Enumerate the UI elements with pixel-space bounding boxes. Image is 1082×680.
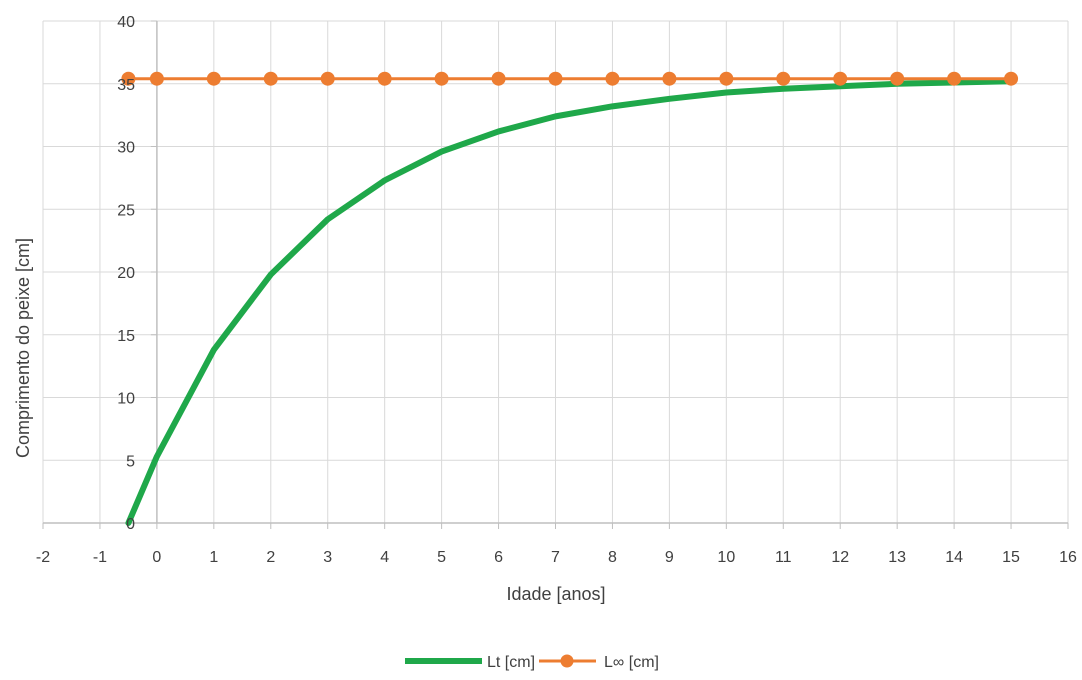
y-tick-label: 20 xyxy=(117,265,135,282)
y-tick-label: 15 xyxy=(117,328,135,345)
y-tick-label: 10 xyxy=(117,391,135,408)
y-tick-label: 25 xyxy=(117,202,135,219)
x-tick-label: 12 xyxy=(831,549,849,566)
y-tick-label: 40 xyxy=(117,14,135,31)
legend: Lt [cm] L∞ [cm] xyxy=(405,654,659,671)
x-tick-label: 10 xyxy=(717,549,735,566)
series-point xyxy=(719,71,734,86)
x-tick-label: 5 xyxy=(437,549,446,566)
series-point xyxy=(263,71,278,86)
series-point xyxy=(121,71,136,86)
x-tick-label: 4 xyxy=(380,549,389,566)
series-point xyxy=(776,71,791,86)
y-tick-label: 35 xyxy=(117,77,135,94)
series-point xyxy=(206,71,221,86)
x-tick-label: 7 xyxy=(551,549,560,566)
x-axis-title: Idade [anos] xyxy=(506,584,605,604)
series-point xyxy=(1004,71,1019,86)
x-tick-label: 13 xyxy=(888,549,906,566)
series-point xyxy=(947,71,962,86)
x-tick-label: 8 xyxy=(608,549,617,566)
x-tick-label: 2 xyxy=(266,549,275,566)
series-point xyxy=(377,71,392,86)
y-tick-label: 5 xyxy=(126,453,135,470)
series-point xyxy=(491,71,506,86)
series-point xyxy=(320,71,335,86)
legend-label: L∞ [cm] xyxy=(604,654,659,671)
series-line-0 xyxy=(125,78,1015,526)
y-tick-label: 30 xyxy=(117,140,135,157)
series-point xyxy=(662,71,677,86)
axes xyxy=(42,20,1069,529)
series-lines xyxy=(121,71,1019,526)
x-tick-label: 9 xyxy=(665,549,674,566)
x-tick-label: 15 xyxy=(1002,549,1020,566)
y-tick-label: 0 xyxy=(126,516,135,533)
y-axis-title: Comprimento do peixe [cm] xyxy=(13,238,33,458)
x-tick-label: 14 xyxy=(945,549,963,566)
series-point xyxy=(605,71,620,86)
series-point xyxy=(548,71,563,86)
x-tick-label: 11 xyxy=(775,549,792,566)
series-point xyxy=(434,71,449,86)
series-point xyxy=(833,71,848,86)
series-point xyxy=(149,71,164,86)
legend-label: Lt [cm] xyxy=(487,654,535,671)
x-tick-label: 16 xyxy=(1059,549,1077,566)
gridlines xyxy=(42,20,1069,523)
legend-marker xyxy=(560,654,574,668)
x-tick-label: -2 xyxy=(36,549,50,566)
x-tick-label: 0 xyxy=(152,549,161,566)
x-tick-label: 6 xyxy=(494,549,503,566)
x-tick-label: -1 xyxy=(93,549,107,566)
series-point xyxy=(890,71,905,86)
x-tick-label: 3 xyxy=(323,549,332,566)
x-tick-label: 1 xyxy=(209,549,218,566)
